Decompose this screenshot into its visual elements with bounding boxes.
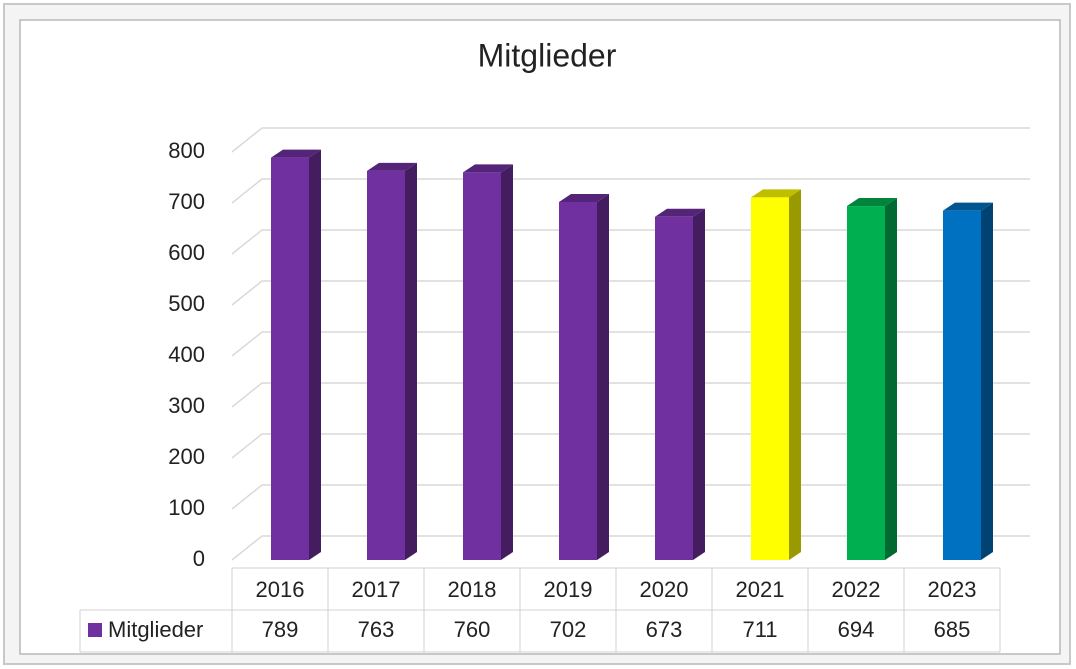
table-value: 760: [454, 617, 491, 642]
bar: [751, 197, 789, 560]
table-value: 702: [550, 617, 587, 642]
bar: [367, 170, 405, 560]
bar-side: [405, 162, 417, 560]
bar: [847, 206, 885, 560]
y-tick-label: 400: [168, 342, 205, 367]
table-value: 685: [934, 617, 971, 642]
table-value: 763: [358, 617, 395, 642]
x-tick-label: 2018: [448, 577, 497, 602]
bar-side: [501, 164, 513, 560]
bar-top: [655, 208, 705, 217]
x-tick-label: 2021: [736, 577, 785, 602]
legend-swatch: [88, 623, 102, 637]
y-tick-label: 600: [168, 240, 205, 265]
x-tick-label: 2016: [256, 577, 305, 602]
table-value: 789: [262, 617, 299, 642]
x-tick-label: 2019: [544, 577, 593, 602]
y-tick-label: 700: [168, 189, 205, 214]
grid-line: [231, 127, 1030, 153]
bar: [463, 172, 501, 560]
y-tick-label: 500: [168, 291, 205, 316]
bar-top: [751, 189, 801, 198]
y-tick-label: 200: [168, 444, 205, 469]
y-tick-label: 300: [168, 393, 205, 418]
bar: [655, 216, 693, 560]
bar-side: [309, 149, 321, 561]
table-value: 711: [742, 617, 777, 642]
bar-top: [847, 198, 897, 207]
y-tick-label: 800: [168, 138, 205, 163]
table-value: 673: [646, 617, 683, 642]
bar-top: [559, 193, 609, 202]
bar-top: [943, 202, 993, 211]
bar-top: [271, 149, 321, 158]
x-tick-label: 2020: [640, 577, 689, 602]
bar-side: [789, 189, 801, 560]
bar-top: [463, 164, 513, 173]
y-tick-label: 0: [193, 546, 205, 571]
bar: [943, 210, 981, 560]
bar: [271, 157, 309, 561]
x-tick-label: 2022: [832, 577, 881, 602]
x-tick-label: 2017: [352, 577, 401, 602]
bar-side: [885, 198, 897, 560]
chart-title: Mitglieder: [478, 37, 617, 73]
bar-side: [693, 208, 705, 560]
bar-side: [597, 193, 609, 561]
table-value: 694: [838, 617, 875, 642]
bar: [559, 201, 597, 561]
grid-line: [231, 178, 1030, 204]
chart-area: [19, 19, 1061, 655]
x-tick-label: 2023: [928, 577, 977, 602]
bar-top: [367, 162, 417, 171]
y-tick-label: 100: [168, 495, 205, 520]
legend-label: Mitglieder: [108, 617, 203, 642]
bar-side: [981, 202, 993, 560]
